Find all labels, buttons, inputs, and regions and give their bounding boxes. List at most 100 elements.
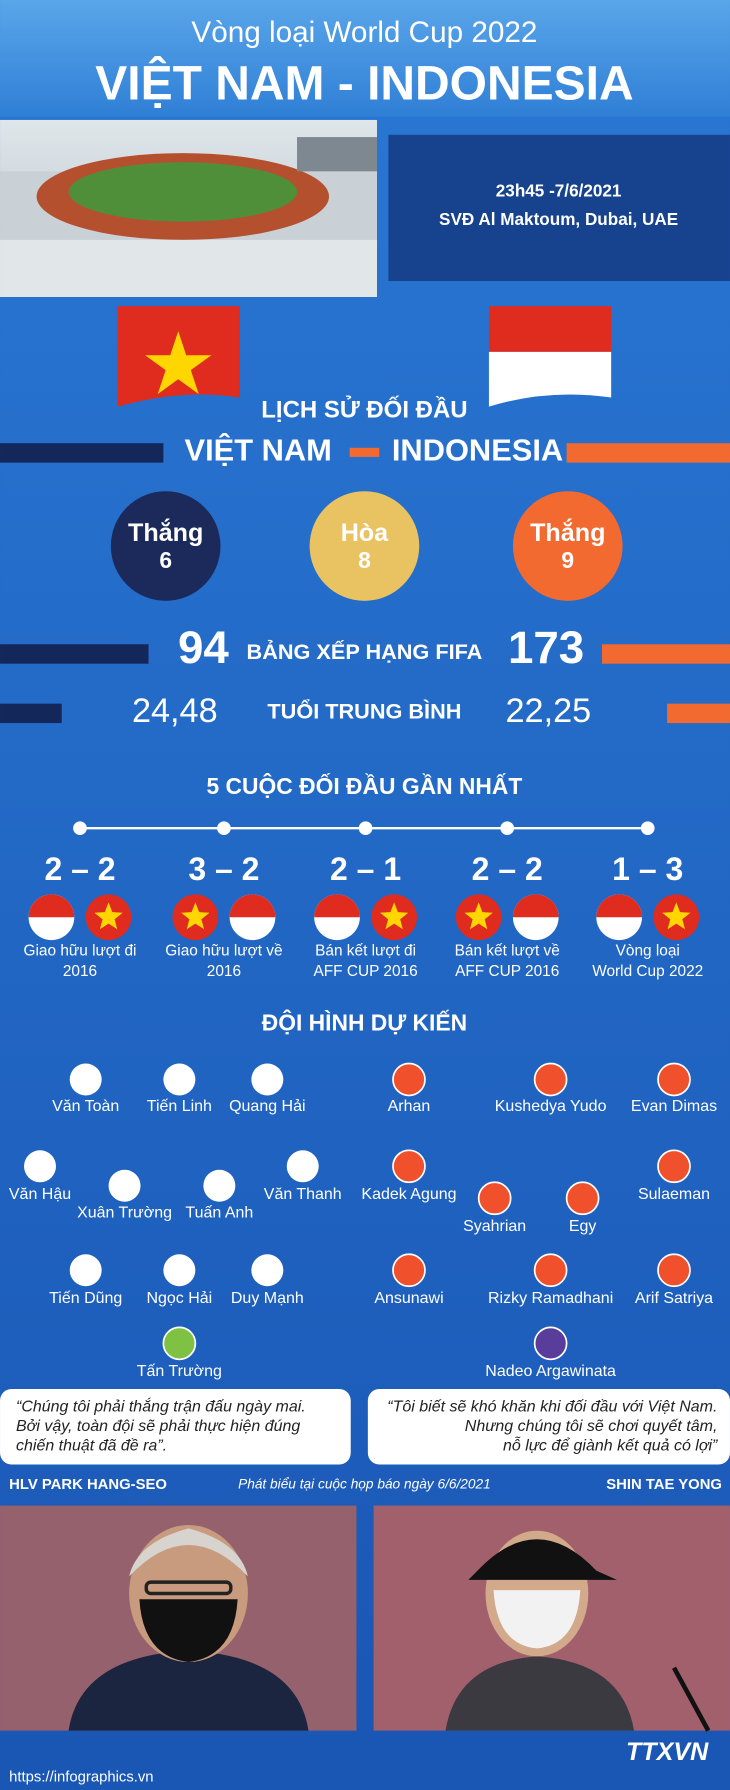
- timeline-dot: [640, 821, 655, 836]
- quote-line: chiến thuật đã đề ra”.: [16, 1437, 167, 1454]
- player-dot: [657, 1149, 691, 1184]
- player-name: Ansunawi: [374, 1290, 443, 1307]
- player-dot: [251, 1063, 284, 1096]
- star: [181, 902, 210, 930]
- flag-vietnam: [172, 894, 219, 941]
- result-label: Thắng: [128, 517, 203, 547]
- player-name: Arhan: [388, 1098, 431, 1115]
- stat-label: BẢNG XẾP HẠNG FIFA: [247, 639, 483, 664]
- player-name: Sulaeman: [638, 1186, 710, 1203]
- player-dot: [69, 1063, 102, 1096]
- bar-left: [0, 703, 62, 724]
- player-dot: [69, 1254, 102, 1287]
- section-title: 5 CUỘC ĐỐI ĐẦU GẦN NHẤT: [207, 773, 523, 799]
- player-name: Văn Thanh: [264, 1186, 342, 1203]
- player-name: Tiến Linh: [147, 1098, 212, 1115]
- section-title: LỊCH SỬ ĐỐI ĐẦU: [261, 395, 467, 424]
- coach-photo-left: [0, 1505, 357, 1731]
- player-dot: [392, 1149, 426, 1184]
- score: 2 – 2: [44, 851, 115, 887]
- player-name: Ngọc Hải: [146, 1290, 212, 1307]
- player-dot: [657, 1062, 691, 1097]
- player-name: Văn Hậu: [9, 1186, 71, 1203]
- flag-indonesia: [229, 894, 276, 941]
- flag-vietnam: [455, 894, 502, 941]
- player-dot: [163, 1063, 196, 1096]
- flag-vietnam: [85, 894, 132, 941]
- player-dot: [533, 1062, 568, 1097]
- stat-value: 94: [178, 622, 229, 673]
- match-label: 2016: [63, 963, 97, 980]
- player-dot: [162, 1326, 197, 1361]
- player-name: Evan Dimas: [631, 1098, 717, 1115]
- flag-half: [28, 894, 75, 918]
- player-dot: [286, 1150, 319, 1183]
- flag-indonesia: [488, 306, 612, 407]
- score: 2 – 2: [472, 851, 543, 887]
- quote-line: Bởi vậy, toàn đội sẽ phải thực hiện đúng: [16, 1418, 300, 1435]
- star: [379, 902, 409, 930]
- result-label: Hòa: [341, 519, 389, 547]
- match-label: Vòng loại: [616, 943, 680, 960]
- player-name: Egy: [569, 1218, 597, 1235]
- player-name: Duy Mạnh: [231, 1290, 304, 1307]
- player-name: Tiến Dũng: [49, 1290, 122, 1307]
- player-name: Văn Toàn: [52, 1098, 119, 1115]
- dash: [349, 447, 380, 457]
- bar-right: [667, 703, 730, 724]
- quote-box: [367, 1389, 730, 1465]
- bar-left: [0, 443, 164, 463]
- player-dot: [533, 1253, 568, 1288]
- coach-note: Phát biểu tại cuộc họp báo ngày 6/6/2021: [238, 1477, 491, 1492]
- match-label: 2016: [207, 963, 241, 980]
- bar-right: [566, 443, 730, 463]
- result-circle: [309, 491, 420, 601]
- star: [94, 902, 123, 930]
- match-label: Bán kết lượt về: [455, 943, 560, 960]
- flag-half: [229, 894, 276, 918]
- player-name: Kadek Agung: [361, 1186, 456, 1203]
- footer-url: https://infographics.vn: [9, 1769, 153, 1785]
- flag-indonesia: [314, 894, 360, 941]
- header-band: [0, 0, 730, 117]
- timeline-dot: [217, 821, 231, 836]
- coach-name: HLV PARK HANG-SEO: [9, 1477, 167, 1493]
- match-label: Giao hữu lượt đi: [24, 943, 137, 960]
- player-name: Nadeo Argawinata: [485, 1363, 616, 1380]
- stat-value: 24,48: [132, 692, 218, 730]
- result-circle: [110, 491, 221, 601]
- player-dot: [565, 1181, 600, 1216]
- team-name: VIỆT NAM: [185, 431, 332, 467]
- quote-line: “Tôi biết sẽ khó khăn khi đối đầu với Vi…: [387, 1399, 717, 1416]
- flag-vietnam: [117, 306, 240, 407]
- player-name: Syahrian: [463, 1218, 526, 1235]
- flag-indonesia: [28, 894, 75, 941]
- player-dot: [251, 1254, 284, 1287]
- player-name: Kushedya Yudo: [495, 1098, 607, 1115]
- title: VIỆT NAM - INDONESIA: [95, 55, 633, 110]
- subtitle: Vòng loại World Cup 2022: [191, 16, 537, 49]
- result-circle: [512, 491, 623, 601]
- timeline-dot: [73, 821, 87, 836]
- player-dot: [533, 1326, 568, 1361]
- player-name: Tuấn Anh: [185, 1204, 253, 1221]
- stat-label: TUỔI TRUNG BÌNH: [267, 699, 461, 724]
- flag-half: [596, 894, 643, 918]
- flag-indonesia: [512, 894, 559, 941]
- stat-value: 22,25: [505, 692, 591, 730]
- quote-line: “Chúng tôi phải thắng trận đấu ngày mai.: [16, 1397, 306, 1416]
- flag-vietnam: [653, 894, 700, 941]
- score: 1 – 3: [612, 851, 683, 887]
- match-panel: [388, 134, 730, 282]
- flag-indonesia: [596, 894, 643, 941]
- coach-photo-right: [373, 1505, 730, 1732]
- match-time: 23h45 -7/6/2021: [496, 180, 622, 200]
- match-label: World Cup 2022: [592, 963, 703, 980]
- match-label: Giao hữu lượt về: [165, 943, 282, 960]
- timeline-dot: [500, 821, 515, 836]
- player-dot: [477, 1181, 512, 1216]
- player-dot: [108, 1169, 141, 1202]
- bar-right: [602, 644, 730, 664]
- flag-half: [314, 894, 360, 918]
